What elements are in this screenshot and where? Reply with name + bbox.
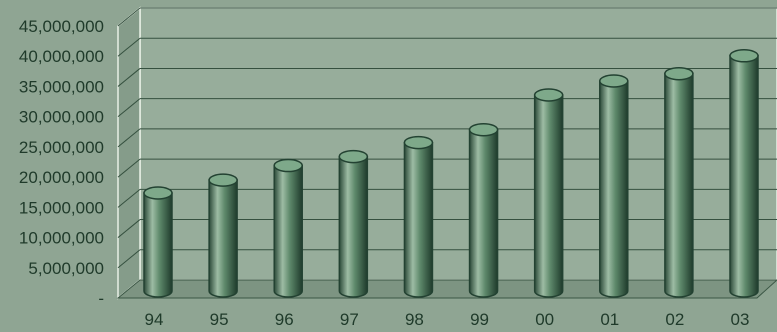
bar-02 [664, 66, 694, 298]
bar-top [533, 88, 564, 102]
bar-97 [338, 149, 369, 298]
bar-94 [143, 186, 173, 298]
y-tick-label: 25,000,000 [19, 138, 104, 157]
gridline-side [117, 98, 141, 118]
x-tick-label: 00 [535, 310, 554, 329]
x-tick-label: 03 [731, 310, 750, 329]
bar-top [338, 149, 369, 164]
x-tick-label: 96 [275, 310, 294, 329]
y-axis-tick-labels: - 5,000,000 10,000,000 15,000,000 20,000,000… [19, 17, 104, 308]
gridline-side [117, 128, 141, 148]
gridline-side [117, 68, 141, 87]
bar-body [143, 192, 173, 298]
gridline-side [117, 249, 141, 269]
bar-top [599, 74, 629, 88]
bar-body [273, 164, 303, 298]
x-tick-label: 98 [405, 310, 424, 329]
x-tick-label: 95 [210, 310, 229, 329]
y-tick-label: 5,000,000 [28, 259, 104, 278]
bar-95 [208, 173, 238, 298]
bar-top [403, 135, 434, 150]
x-axis-tick-labels: 94 95 96 97 98 99 00 01 02 03 [145, 310, 750, 329]
y-tick-label: 10,000,000 [19, 229, 104, 248]
gridline-side [117, 219, 141, 238]
bars [143, 49, 759, 298]
bar-body [338, 155, 369, 298]
gridline-side [117, 158, 141, 178]
x-tick-label: 02 [665, 310, 684, 329]
x-tick-label: 94 [145, 310, 164, 329]
bar-98 [403, 135, 434, 298]
bar-body [664, 72, 694, 298]
y-tick-label: 30,000,000 [19, 108, 104, 127]
bar-99 [468, 122, 499, 298]
x-tick-label: 01 [600, 310, 619, 329]
bar-top [143, 186, 173, 200]
gridline-side [117, 7, 141, 27]
bar-body [599, 80, 629, 298]
bar-body [533, 94, 564, 298]
gridline-side [117, 37, 141, 57]
bar-body [208, 179, 238, 298]
chart-side-wall [117, 6, 141, 300]
bar-00 [533, 88, 564, 298]
bar-body [468, 128, 499, 298]
bar-top [729, 49, 759, 63]
y-tick-label: 35,000,000 [19, 77, 104, 96]
y-tick-label: - [98, 289, 104, 308]
x-tick-label: 97 [340, 310, 359, 329]
gridline-side [117, 188, 141, 208]
y-tick-label: 15,000,000 [19, 198, 104, 217]
bar-top [208, 173, 238, 187]
bar-body [403, 141, 434, 298]
bar-01 [599, 74, 629, 298]
bar-03 [729, 49, 759, 298]
bar-body [729, 55, 759, 298]
bar-top [273, 158, 303, 173]
x-tick-label: 99 [470, 310, 489, 329]
bar-top [468, 122, 499, 137]
y-tick-label: 40,000,000 [19, 47, 104, 66]
y-tick-label: 45,000,000 [19, 17, 104, 36]
y-tick-label: 20,000,000 [19, 168, 104, 187]
bar-96 [273, 158, 303, 298]
bar-top [664, 66, 694, 81]
